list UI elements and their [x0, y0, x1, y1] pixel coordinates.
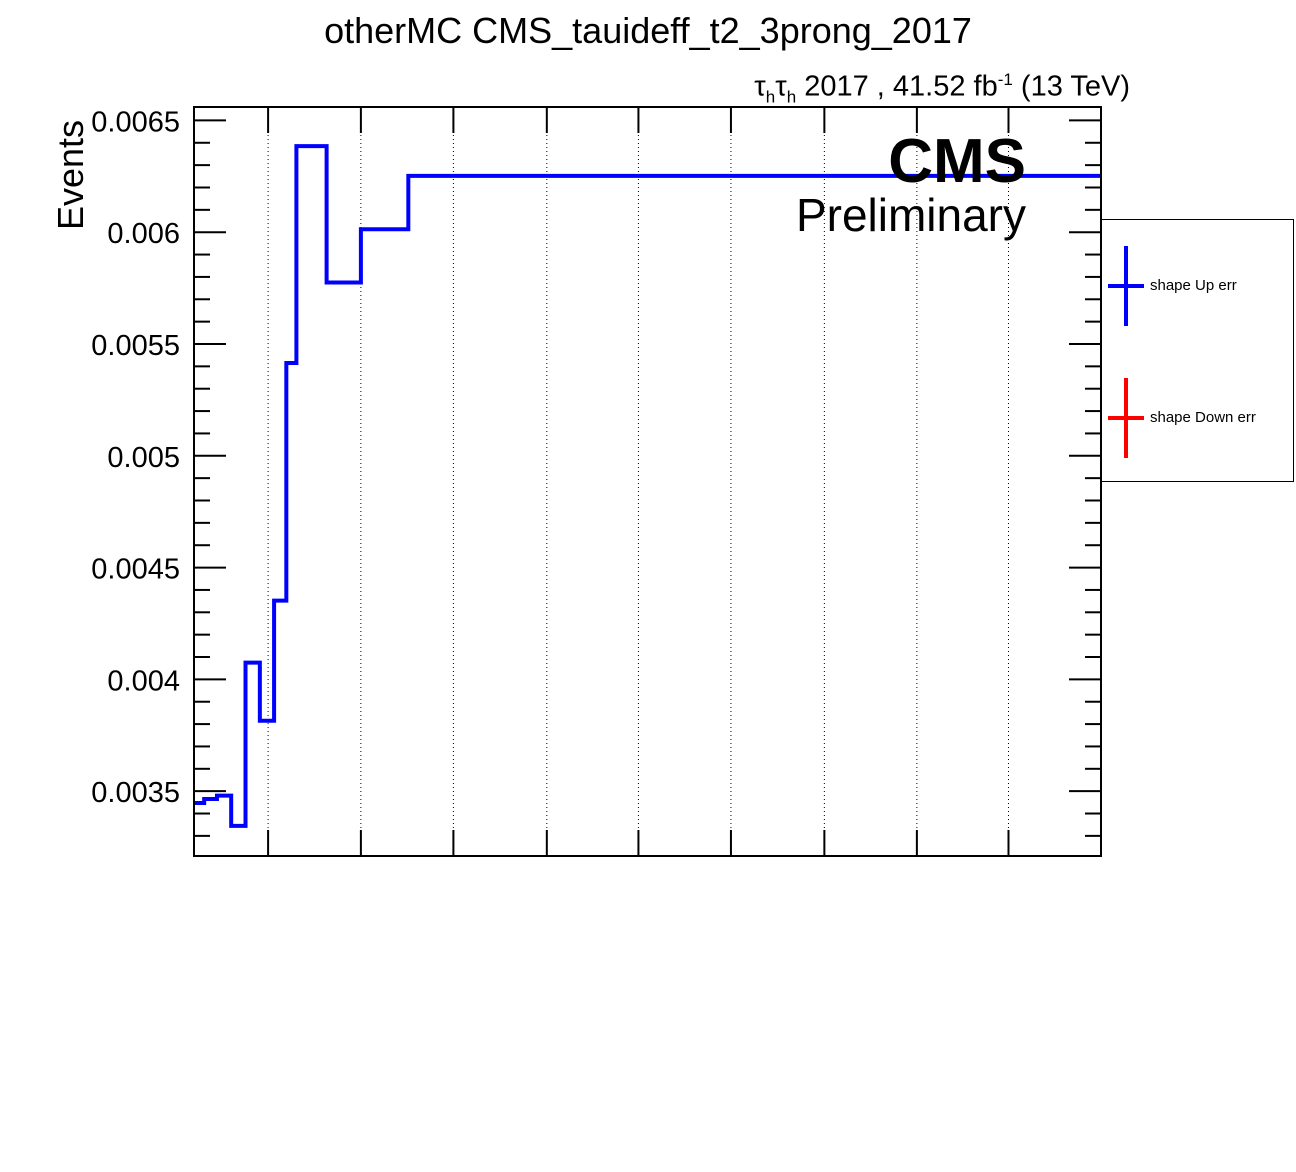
series-line-0 [194, 144, 1101, 828]
tau-symbol-1: τ [754, 70, 766, 103]
y-tick-label-4: 0.0055 [91, 330, 180, 362]
tau-sub-2: h [786, 87, 797, 107]
cms-label: CMS [888, 127, 1026, 196]
tau-symbol-2: τ [775, 70, 787, 103]
energy-text: (13 TeV) [1020, 70, 1130, 103]
lumi-text: 2017 , 41.52 fb [804, 70, 998, 103]
legend-entry-down: shape Down err [1102, 378, 1295, 458]
legend-label-up: shape Up err [1150, 277, 1237, 294]
y-axis-label: Events [50, 120, 91, 230]
y-tick-label-6: 0.0065 [91, 106, 180, 138]
series-group [194, 144, 1101, 828]
y-tick-labels: 0.0035 0.004 0.0045 0.005 0.0055 0.006 0.0065 [91, 106, 180, 809]
lumi-sup: -1 [997, 70, 1013, 89]
chart-title: otherMC CMS_tauideff_t2_3prong_2017 [324, 10, 972, 51]
luminosity-label: τhτh 2017 , 41.52 fb-1 (13 TeV) [754, 70, 1130, 107]
y-tick-label-0: 0.0035 [91, 777, 180, 809]
legend: shape Up err shape Down err [1101, 219, 1294, 482]
legend-label-down: shape Down err [1150, 409, 1256, 426]
tau-sub-1: h [765, 87, 776, 107]
y-tick-label-5: 0.006 [107, 218, 180, 250]
legend-marker-down-icon [1108, 378, 1144, 458]
legend-marker-up-icon [1108, 246, 1144, 326]
axis-ticks [194, 107, 1101, 856]
y-tick-label-3: 0.005 [107, 442, 180, 474]
y-tick-label-1: 0.004 [107, 665, 180, 697]
y-tick-label-2: 0.0045 [91, 554, 180, 586]
preliminary-label: Preliminary [795, 189, 1026, 241]
legend-entry-up: shape Up err [1102, 246, 1295, 326]
